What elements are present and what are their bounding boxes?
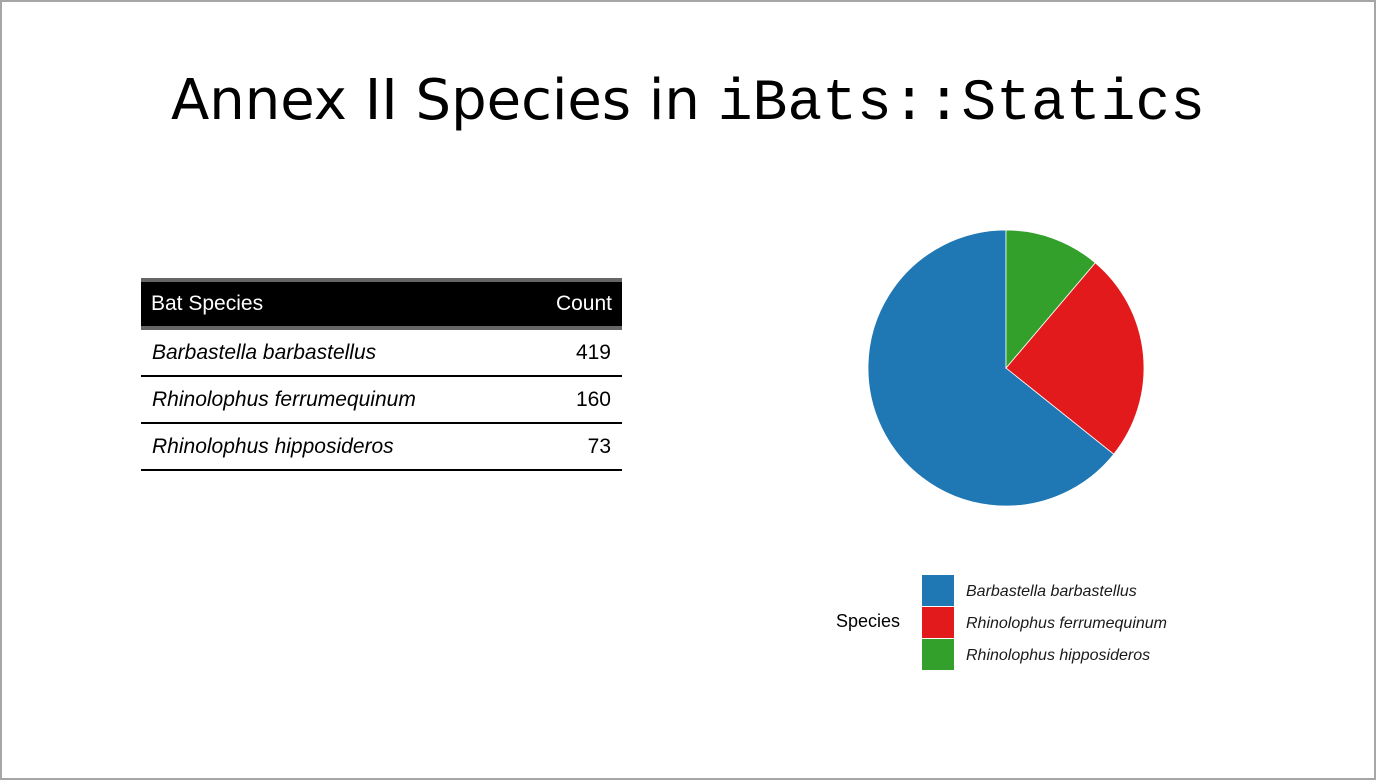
title-text: Annex II Species in: [171, 68, 718, 133]
species-cell: Barbastella barbastellus: [141, 328, 521, 377]
column-header-species: Bat Species: [141, 278, 521, 330]
slide-title: Annex II Species in iBats::Statics: [2, 66, 1374, 140]
title-code: iBats::Statics: [717, 72, 1205, 137]
pie-slice: [1005, 262, 1145, 455]
legend-swatch: [922, 639, 954, 670]
table-row: Barbastella barbastellus 419: [141, 328, 622, 377]
legend: Barbastella barbastellus Rhinolophus ferr…: [922, 575, 1167, 670]
legend-label: Barbastella barbastellus: [966, 583, 1137, 600]
pie-slice: [1005, 229, 1096, 370]
pie-chart: Species Barbastella barbastellus Rhinolop…: [836, 229, 1167, 670]
count-cell: 73: [520, 423, 622, 471]
species-table: Bat Species Count Barbastella barbastell…: [141, 278, 622, 471]
count-cell: 419: [520, 328, 622, 377]
pie-slices: [867, 229, 1145, 507]
legend-label: Rhinolophus hipposideros: [966, 647, 1150, 664]
legend-title: Species: [836, 611, 900, 631]
table-row: Rhinolophus hipposideros 73: [141, 423, 622, 471]
column-header-count: Count: [520, 278, 622, 330]
legend-label: Rhinolophus ferrumequinum: [966, 615, 1167, 632]
species-cell: Rhinolophus hipposideros: [141, 423, 521, 471]
table-header-row: Bat Species Count: [141, 278, 622, 330]
species-cell: Rhinolophus ferrumequinum: [141, 376, 521, 424]
legend-swatch: [922, 575, 954, 606]
table-row: Rhinolophus ferrumequinum 160: [141, 376, 622, 424]
count-cell: 160: [520, 376, 622, 424]
pie-slice: [867, 229, 1115, 507]
legend-swatch: [922, 607, 954, 638]
